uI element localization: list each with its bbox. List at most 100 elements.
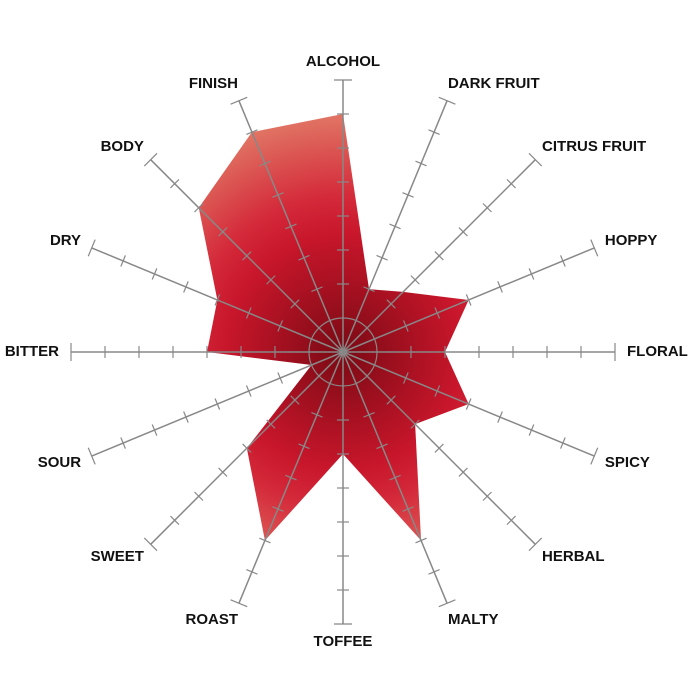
category-label: HOPPY	[605, 232, 658, 249]
tick-mark	[311, 286, 323, 293]
tick-mark	[218, 467, 228, 477]
tick-mark	[434, 307, 441, 319]
tick-mark	[214, 398, 221, 410]
tick-mark	[482, 491, 492, 501]
tick-mark	[415, 160, 427, 167]
radar-area	[198, 114, 469, 541]
tick-mark	[170, 515, 180, 525]
tick-mark	[528, 537, 543, 552]
tick-mark	[151, 424, 158, 436]
tick-mark	[242, 251, 252, 261]
tick-mark	[143, 152, 158, 167]
tick-mark	[290, 395, 300, 405]
tick-mark	[386, 395, 396, 405]
category-label: CITRUS FRUIT	[542, 138, 646, 155]
tick-mark	[363, 286, 375, 293]
tick-mark	[272, 506, 284, 512]
tick-mark	[415, 537, 427, 544]
category-label: HERBAL	[542, 548, 605, 565]
tick-mark	[87, 239, 96, 257]
tick-mark	[151, 268, 158, 280]
tick-mark	[465, 294, 472, 306]
tick-mark	[245, 307, 252, 319]
category-label: MALTY	[448, 611, 499, 628]
tick-mark	[242, 443, 252, 453]
tick-mark	[230, 599, 248, 608]
tick-mark	[560, 255, 566, 267]
tick-mark	[246, 569, 258, 575]
tick-mark	[497, 281, 503, 293]
tick-mark	[87, 447, 96, 465]
tick-mark	[434, 385, 441, 397]
tick-mark	[389, 474, 401, 481]
tick-mark	[376, 254, 388, 261]
tick-mark	[290, 299, 300, 309]
tick-mark	[402, 372, 409, 384]
tick-mark	[386, 299, 396, 309]
tick-mark	[218, 227, 228, 237]
tick-mark	[465, 398, 472, 410]
category-label: BODY	[101, 138, 144, 155]
category-label: SPICY	[605, 454, 650, 471]
tick-mark	[506, 179, 516, 189]
category-label: SWEET	[91, 548, 144, 565]
tick-mark	[298, 254, 310, 261]
tick-mark	[285, 474, 297, 481]
tick-mark	[590, 239, 599, 257]
tick-mark	[214, 294, 221, 306]
tick-mark	[170, 179, 180, 189]
tick-mark	[285, 223, 297, 230]
tick-mark	[120, 437, 126, 449]
tick-mark	[428, 569, 440, 575]
tick-mark	[482, 203, 492, 213]
tick-mark	[259, 537, 271, 544]
category-label: FLORAL	[627, 343, 688, 360]
category-label: BITTER	[5, 343, 59, 360]
tick-mark	[528, 152, 543, 167]
category-label: TOFFEE	[314, 633, 373, 650]
tick-mark	[363, 411, 375, 418]
tick-mark	[528, 268, 535, 280]
tick-mark	[120, 255, 126, 267]
tick-mark	[434, 251, 444, 261]
tick-mark	[428, 129, 440, 135]
tick-mark	[183, 411, 189, 423]
tick-mark	[410, 275, 420, 285]
tick-mark	[376, 443, 388, 450]
tick-mark	[458, 227, 468, 237]
category-label: ALCOHOL	[306, 53, 380, 70]
tick-mark	[266, 275, 276, 285]
tick-mark	[143, 537, 158, 552]
tick-mark	[389, 223, 401, 230]
tick-mark	[560, 437, 566, 449]
tick-mark	[245, 385, 252, 397]
tick-mark	[298, 443, 310, 450]
category-label: DRY	[50, 232, 81, 249]
tick-mark	[590, 447, 599, 465]
category-label: FINISH	[189, 75, 238, 92]
category-label: ROAST	[186, 611, 239, 628]
tick-mark	[311, 411, 323, 418]
tick-mark	[230, 96, 248, 105]
tick-mark	[458, 467, 468, 477]
tick-mark	[434, 443, 444, 453]
tick-mark	[266, 419, 276, 429]
tick-mark	[402, 506, 414, 512]
tick-mark	[272, 192, 284, 198]
tick-mark	[528, 424, 535, 436]
tick-mark	[183, 281, 189, 293]
tick-mark	[277, 320, 284, 332]
tick-mark	[259, 160, 271, 167]
tick-mark	[402, 320, 409, 332]
tick-mark	[410, 419, 420, 429]
tick-mark	[438, 96, 456, 105]
category-label: DARK FRUIT	[448, 75, 540, 92]
tick-mark	[194, 203, 204, 213]
tick-mark	[402, 192, 414, 198]
tick-mark	[194, 491, 204, 501]
category-label: SOUR	[38, 454, 82, 471]
tick-mark	[497, 411, 503, 423]
tick-mark	[246, 129, 258, 135]
tick-mark	[438, 599, 456, 608]
